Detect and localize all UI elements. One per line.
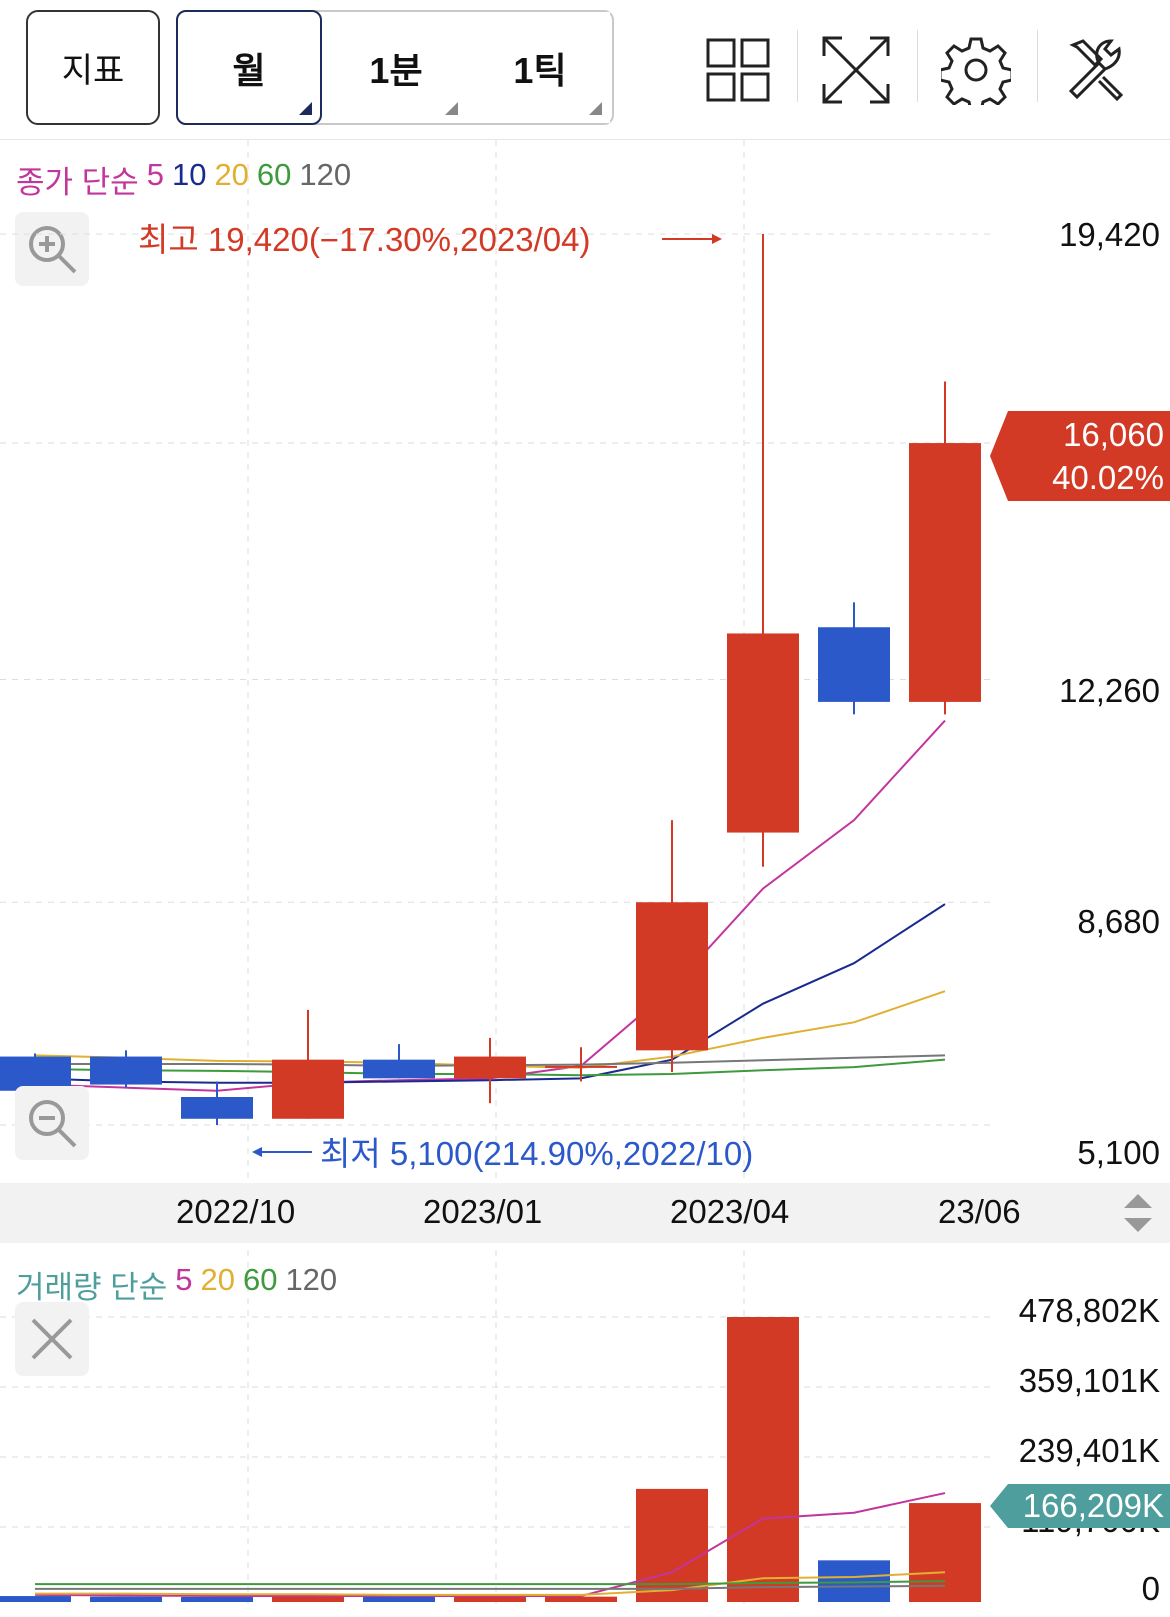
candle-body: [181, 1097, 253, 1119]
candle-body: [545, 1065, 617, 1068]
legend-ma10: 10: [171, 157, 207, 192]
period-1tick-button[interactable]: 1틱: [470, 12, 610, 123]
candle-body: [272, 1059, 344, 1119]
current-price-badge: 16,060 40.02%: [990, 411, 1170, 501]
volume-bar: [454, 1596, 526, 1602]
candlestick-chart[interactable]: 최고 19,420(−17.30%,2023/04) 최저 5,100(214.…: [0, 140, 1170, 1617]
volume-ma-lines: [34, 1492, 946, 1598]
low-annotation: 최저 5,100(214.90%,2022/10): [320, 1135, 753, 1172]
tools-icon[interactable]: [1048, 20, 1148, 120]
date-tick: 23/06: [938, 1193, 1021, 1230]
volume-ma120-line: [35, 1584, 946, 1590]
volume-ma5-line: [34, 1492, 946, 1598]
fullscreen-icon[interactable]: [806, 20, 906, 120]
candle-body: [909, 443, 981, 702]
date-tick: 2023/04: [670, 1193, 790, 1230]
period-1min-button[interactable]: 1분: [326, 12, 466, 123]
volume-bar: [90, 1596, 162, 1602]
current-volume-badge: 166,209K: [990, 1484, 1170, 1528]
price-tick: 8,680: [1077, 903, 1160, 940]
price-ma-lines: [34, 719, 946, 1092]
dropdown-corner-icon: [589, 102, 602, 115]
zoom-out-icon[interactable]: [15, 1086, 89, 1160]
volume-bar: [272, 1594, 344, 1602]
volume-bar: [181, 1597, 253, 1602]
volume-bar: [909, 1503, 981, 1602]
date-tick: 2022/10: [176, 1193, 296, 1230]
high-arrowhead-icon: [712, 234, 722, 244]
candle-body: [0, 1056, 71, 1091]
volume-legend-prefix: 거래량 단순: [16, 1270, 168, 1305]
legend-vol-ma60: 60: [242, 1262, 278, 1297]
volume-tick: 239,401K: [1019, 1432, 1160, 1469]
candle-body: [454, 1056, 526, 1079]
legend-vol-ma5: 5: [175, 1262, 193, 1297]
candle-body: [818, 627, 890, 702]
date-axis-bar[interactable]: [0, 1183, 1170, 1243]
settings-gear-icon[interactable]: [926, 20, 1026, 120]
layout-grid-icon[interactable]: [688, 20, 788, 120]
close-volume-pane-icon[interactable]: [15, 1302, 89, 1376]
period-month-button[interactable]: 월: [176, 10, 322, 125]
toolbar-separator: [797, 30, 798, 102]
price-ma5-line: [34, 719, 946, 1092]
volume-ma20-line: [35, 1571, 946, 1596]
candle-body: [90, 1056, 162, 1085]
legend-ma60: 60: [256, 157, 292, 192]
volume-bar: [727, 1317, 799, 1602]
pane-resize-icon[interactable]: [1118, 1190, 1158, 1236]
volume-tick: 478,802K: [1019, 1292, 1160, 1329]
high-annotation: 최고 19,420(−17.30%,2023/04): [138, 221, 590, 258]
volume-ma-legend[interactable]: 거래량 단순 5 20 60 120: [16, 1262, 337, 1307]
price-legend-prefix: 종가 단순: [16, 165, 139, 200]
volume-tick: 359,101K: [1019, 1362, 1160, 1399]
legend-ma5: 5: [146, 157, 164, 192]
candles: [0, 234, 981, 1125]
dropdown-corner-icon: [445, 102, 458, 115]
period-month-label: 월: [232, 49, 266, 91]
candle-body: [727, 633, 799, 833]
legend-ma120: 120: [299, 157, 352, 192]
volume-bars: [0, 1317, 981, 1602]
price-tick: 12,260: [1059, 672, 1160, 709]
indicator-button[interactable]: 지표: [26, 10, 160, 125]
volume-bar: [363, 1596, 435, 1602]
price-ma-legend[interactable]: 종가 단순 5 10 20 60 120: [16, 157, 351, 202]
candle-body: [363, 1059, 435, 1079]
price-axis-bg: [990, 140, 1170, 1180]
chart-grid: [0, 140, 1170, 1610]
legend-ma20: 20: [214, 157, 249, 192]
volume-tick: 0: [1142, 1570, 1160, 1607]
price-tick: 19,420: [1059, 216, 1160, 253]
low-arrowhead-icon: [252, 1147, 262, 1157]
volume-ma60-line: [35, 1580, 946, 1586]
price-tick: 5,100: [1077, 1134, 1160, 1171]
period-1min-label: 1분: [369, 49, 423, 91]
toolbar-separator: [1037, 30, 1038, 102]
toolbar-separator: [917, 30, 918, 102]
period-1tick-label: 1틱: [513, 49, 567, 91]
legend-vol-ma20: 20: [200, 1262, 235, 1297]
zoom-in-icon[interactable]: [15, 212, 89, 286]
dropdown-corner-icon: [299, 102, 312, 115]
volume-bar: [0, 1596, 71, 1602]
current-change: 40.02%: [1052, 459, 1164, 496]
date-tick: 2023/01: [423, 1193, 543, 1230]
annotations: 최고 19,420(−17.30%,2023/04) 최저 5,100(214.…: [138, 221, 753, 1172]
legend-vol-ma120: 120: [285, 1262, 338, 1297]
current-price: 16,060: [1063, 416, 1164, 453]
volume-bar: [545, 1596, 617, 1602]
candle-body: [636, 902, 708, 1051]
